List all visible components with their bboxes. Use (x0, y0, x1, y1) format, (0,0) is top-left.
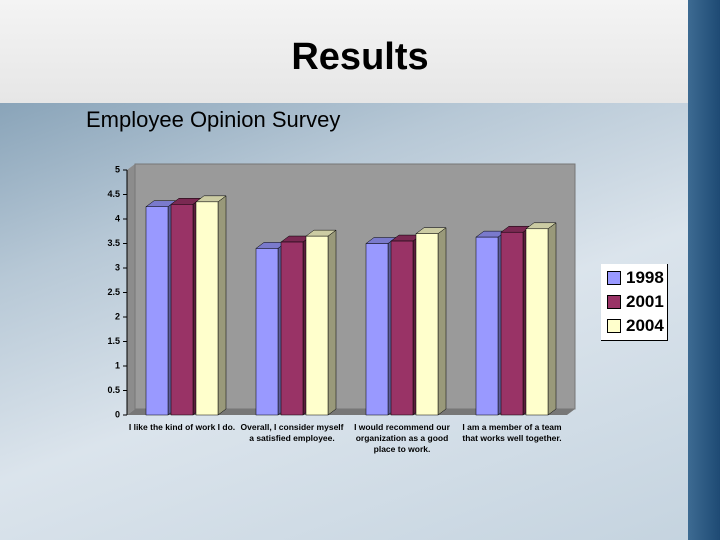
x-tick-label: I am a member of a team that works well … (462, 422, 562, 443)
legend-label: 1998 (626, 268, 664, 287)
x-tick-label: I would recommend our organization as a … (354, 422, 450, 454)
left-wall (127, 164, 135, 415)
y-tick-label: 5 (115, 164, 120, 174)
legend-swatch (607, 319, 621, 333)
legend-item: 1998 (607, 268, 664, 288)
legend-label: 2004 (626, 316, 664, 335)
legend-label: 2001 (626, 292, 664, 311)
bar-side (547, 222, 557, 416)
x-tick-label: Overall, I consider myself a satisfied e… (240, 422, 344, 443)
edge-strip (688, 0, 720, 540)
y-tick-label: 0 (115, 409, 120, 419)
slide-subtitle: Employee Opinion Survey (86, 107, 341, 132)
legend-item: 2001 (607, 292, 664, 312)
floor (127, 409, 575, 415)
bar (525, 228, 549, 416)
x-tick-label: I like the kind of work I do. (128, 422, 236, 432)
slide-title: Results (291, 36, 429, 78)
y-tick-label: 1 (115, 360, 120, 370)
legend-swatch (607, 271, 621, 285)
y-tick-label: 1.5 (107, 336, 120, 346)
title-band (0, 0, 720, 103)
bar (170, 204, 194, 416)
bar (280, 241, 304, 416)
bar-side (327, 229, 337, 416)
y-tick-label: 3.5 (107, 238, 120, 248)
bar (255, 248, 279, 416)
y-tick-label: 2.5 (107, 287, 120, 297)
y-tick-label: 0.5 (107, 385, 120, 395)
bar-side (217, 195, 227, 416)
y-tick-label: 3 (115, 262, 120, 272)
bar-side (437, 227, 447, 416)
bar (145, 206, 169, 416)
bar (365, 243, 389, 416)
y-tick-label: 4.5 (107, 189, 120, 199)
bar (475, 236, 499, 416)
legend-swatch (607, 295, 621, 309)
bar (195, 201, 219, 416)
y-tick-label: 4 (115, 213, 120, 223)
legend-item: 2004 (607, 316, 664, 336)
bar (500, 231, 524, 416)
bar (390, 240, 414, 416)
bar (415, 233, 439, 416)
bar (305, 235, 329, 416)
legend: 1998 2001 2004 (601, 264, 668, 341)
y-tick-label: 2 (115, 311, 120, 321)
